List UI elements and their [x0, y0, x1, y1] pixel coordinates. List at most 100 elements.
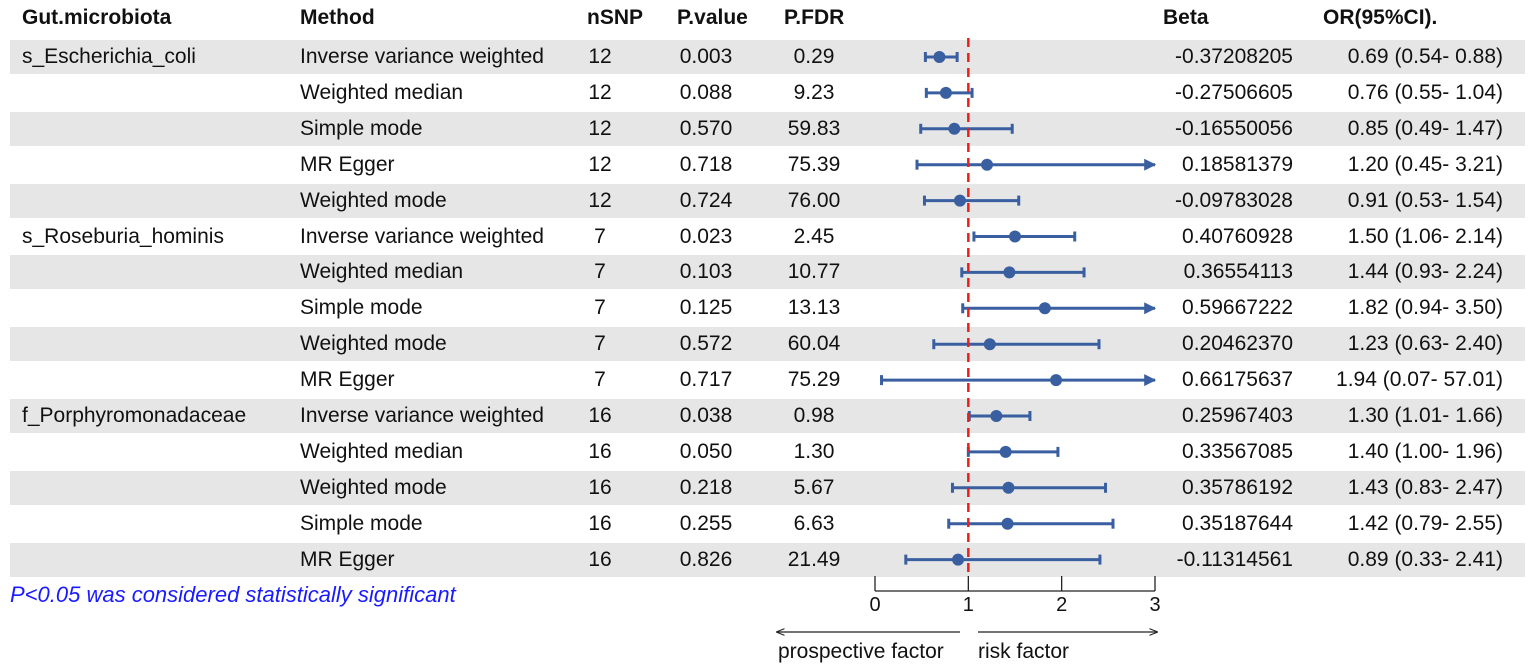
cell-nsnp: 16	[588, 475, 612, 499]
x-tick-label: 0	[869, 594, 881, 616]
point-estimate	[952, 553, 965, 566]
cell-method: Weighted median	[300, 260, 464, 284]
x-tick-label: 2	[1056, 594, 1068, 616]
cell-beta: 0.35786192	[1182, 475, 1293, 499]
cell-pfdr: 21.49	[787, 547, 841, 571]
cell-or: 0.91 (0.53- 1.54)	[1347, 188, 1503, 212]
cell-pfdr: 5.67	[793, 475, 835, 499]
row-band	[10, 542, 1525, 577]
cell-pfdr: 13.13	[787, 296, 841, 320]
cell-beta: -0.27506605	[1175, 80, 1293, 104]
cell-method: Inverse variance weighted	[300, 404, 544, 427]
cell-or: 1.82 (0.94- 3.50)	[1347, 296, 1503, 320]
x-tick-label: 1	[962, 594, 974, 616]
cell-pvalue: 0.218	[679, 475, 733, 499]
cell-method: Weighted median	[300, 80, 464, 104]
cell-or: 1.20 (0.45- 3.21)	[1347, 152, 1503, 176]
cell-beta: 0.59667222	[1182, 296, 1293, 320]
header-method: Method	[300, 6, 375, 29]
header-or: OR(95%CI).	[1323, 6, 1438, 29]
cell-or: 1.43 (0.83- 2.47)	[1347, 475, 1503, 499]
cell-or: 1.40 (1.00- 1.96)	[1347, 439, 1503, 463]
cell-beta: 0.33567085	[1182, 439, 1293, 463]
cell-group: s_Roseburia_hominis	[22, 224, 224, 248]
cell-beta: -0.16550056	[1175, 116, 1293, 140]
cell-nsnp: 12	[588, 152, 612, 176]
cell-nsnp: 16	[588, 547, 612, 571]
cell-beta: 0.66175637	[1182, 368, 1293, 392]
point-estimate	[981, 158, 993, 171]
point-estimate	[1050, 374, 1063, 387]
cell-nsnp: 7	[594, 260, 606, 284]
cell-pfdr: 0.98	[793, 404, 835, 427]
significance-note: P<0.05 was considered statistically sign…	[10, 582, 456, 607]
point-estimate	[999, 445, 1012, 458]
cell-or: 0.89 (0.33- 2.41)	[1347, 547, 1503, 571]
point-estimate	[939, 86, 952, 99]
row-band	[10, 111, 1525, 146]
cell-method: Weighted median	[300, 439, 464, 463]
cell-pfdr: 75.39	[787, 152, 841, 176]
row-band	[10, 470, 1525, 505]
cell-nsnp: 12	[588, 188, 612, 212]
cell-pvalue: 0.724	[679, 188, 733, 212]
cell-pfdr: 10.77	[787, 260, 841, 284]
row-band	[10, 255, 1525, 290]
row-band	[10, 183, 1525, 218]
cell-method: MR Egger	[300, 152, 395, 176]
cell-pvalue: 0.023	[679, 224, 733, 248]
cell-pfdr: 6.63	[793, 511, 835, 535]
cell-nsnp: 16	[588, 511, 612, 535]
cell-or: 0.69 (0.54- 0.88)	[1347, 45, 1503, 68]
point-estimate	[1003, 266, 1016, 279]
point-estimate	[1038, 302, 1051, 315]
cell-or: 0.85 (0.49- 1.47)	[1347, 116, 1503, 140]
point-estimate	[983, 338, 996, 351]
cell-nsnp: 16	[588, 404, 612, 427]
cell-beta: 0.20462370	[1182, 332, 1293, 356]
cell-nsnp: 7	[594, 332, 606, 356]
cell-method: Simple mode	[300, 116, 423, 140]
cell-pvalue: 0.125	[679, 296, 733, 320]
cell-pfdr: 1.30	[793, 439, 835, 463]
cell-beta: -0.11314561	[1176, 547, 1293, 571]
point-estimate	[948, 122, 961, 135]
cell-beta: 0.36554113	[1183, 260, 1293, 284]
row-band	[10, 399, 1525, 433]
cell-beta: -0.37208205	[1175, 45, 1293, 68]
cell-beta: 0.40760928	[1182, 224, 1293, 248]
cell-pvalue: 0.103	[679, 260, 733, 284]
cell-nsnp: 12	[588, 45, 612, 68]
header-pfdr: P.FDR	[784, 6, 845, 29]
cell-pfdr: 75.29	[787, 368, 841, 392]
cell-or: 1.42 (0.79- 2.55)	[1347, 511, 1503, 535]
cell-pvalue: 0.572	[679, 332, 733, 356]
cell-method: MR Egger	[300, 368, 395, 392]
right-direction-label: risk factor	[978, 640, 1070, 663]
cell-beta: 0.18581379	[1182, 152, 1293, 176]
cell-pvalue: 0.826	[679, 547, 733, 571]
row-band	[10, 40, 1525, 74]
cell-nsnp: 16	[588, 439, 612, 463]
point-estimate	[933, 51, 946, 63]
cell-or: 0.76 (0.55- 1.04)	[1347, 80, 1503, 104]
row-band	[10, 327, 1525, 362]
point-estimate	[1001, 517, 1014, 530]
cell-group: f_Porphyromonadaceae	[22, 404, 247, 427]
point-estimate	[1009, 230, 1021, 243]
cell-or: 1.94 (0.07- 57.01)	[1336, 368, 1503, 392]
cell-pfdr: 76.00	[787, 188, 841, 212]
cell-pfdr: 0.29	[793, 45, 835, 68]
cell-pvalue: 0.050	[679, 439, 733, 463]
cell-method: Weighted mode	[300, 188, 447, 212]
cell-or: 1.50 (1.06- 2.14)	[1347, 224, 1503, 248]
cell-nsnp: 12	[588, 116, 612, 140]
header-nsnp: nSNP	[587, 6, 644, 29]
cell-method: Weighted mode	[300, 475, 447, 499]
cell-pvalue: 0.003	[679, 45, 733, 68]
cell-nsnp: 7	[594, 368, 606, 392]
cell-pvalue: 0.717	[679, 368, 733, 392]
point-estimate	[990, 410, 1003, 422]
cell-or: 1.30 (1.01- 1.66)	[1347, 404, 1503, 427]
